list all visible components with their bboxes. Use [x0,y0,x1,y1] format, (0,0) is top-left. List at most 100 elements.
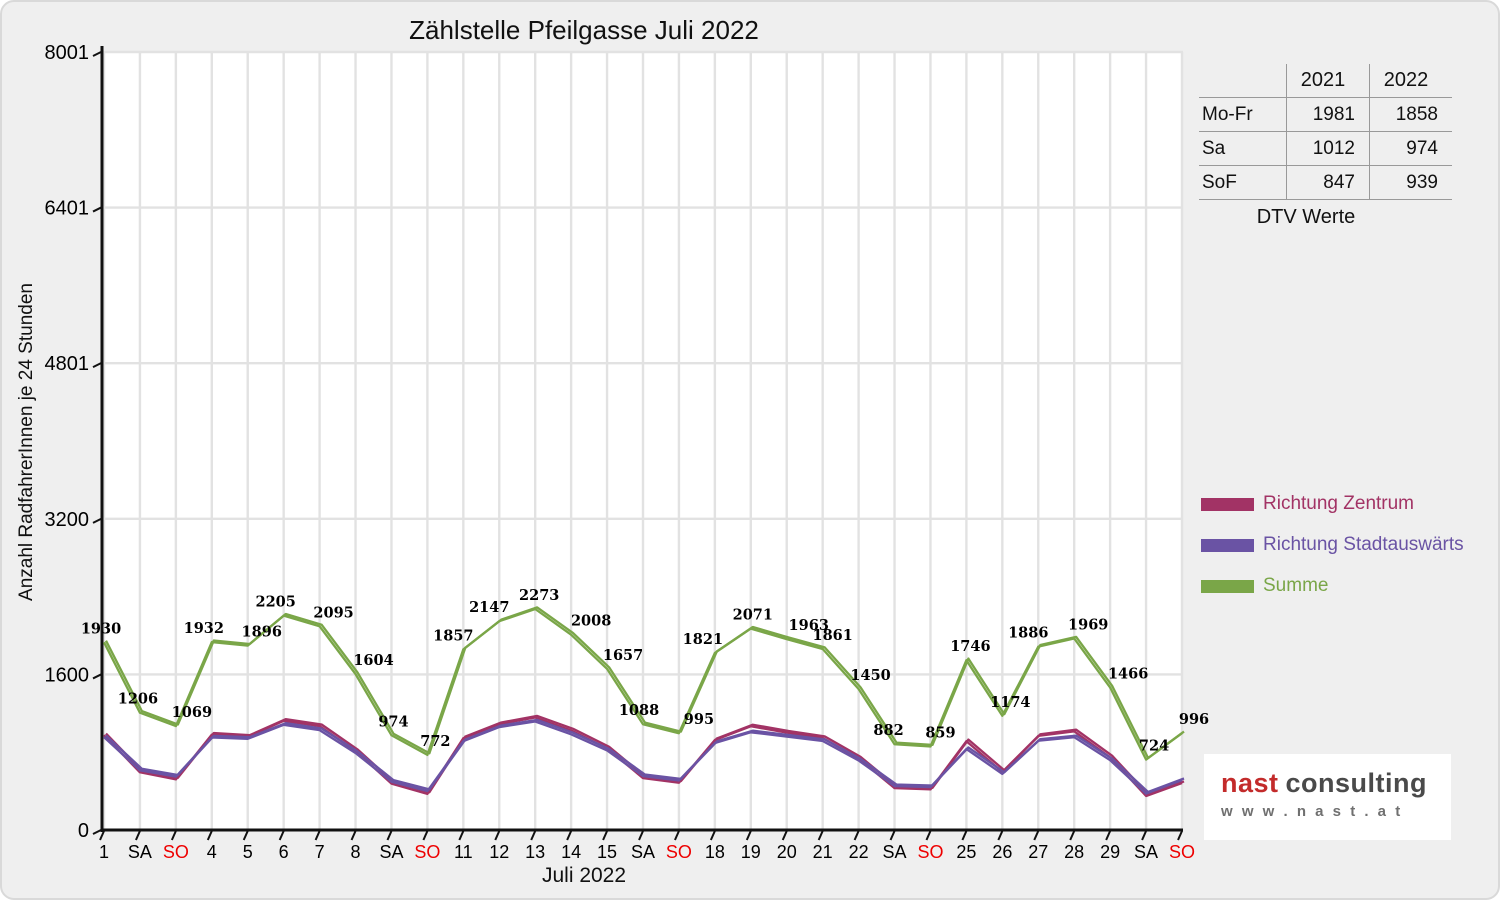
data-label: 996 [1179,711,1209,728]
row-label: Sa [1202,137,1226,159]
legend-swatch-stadtauswaerts [1201,538,1254,552]
x-tick-label: 26 [992,842,1012,862]
data-label: 1896 [242,624,282,641]
y-tick-label: 6401 [45,198,90,220]
data-label: 1069 [172,704,212,721]
data-label: 772 [420,733,450,750]
data-label: 1930 [81,620,121,637]
data-label: 1821 [683,631,723,648]
dtv-table-header-row: 2021 2022 [1199,64,1452,98]
dtv-table-col-2022: 2022 [1369,64,1452,98]
dtv-table: 2021 2022 Mo-Fr 1981 1858 Sa 1012 974 So… [1199,64,1452,200]
data-label: 1886 [1008,625,1048,642]
x-tick-label: 1 [99,842,109,862]
row-label: Mo-Fr [1202,103,1253,125]
legend-item-stadtauswaerts: Richtung Stadtauswärts [1201,534,1464,555]
row-label: SoF [1202,171,1237,193]
nast-logo-wordmark: nast consulting [1221,769,1451,797]
cell-value: 1858 [1369,97,1452,132]
data-label: 1857 [433,627,473,644]
legend-label-summe: Summe [1263,575,1329,596]
data-label: 1932 [184,620,224,637]
x-tick-label: 19 [741,842,761,862]
x-tick-label: 21 [813,842,833,862]
data-label: 1861 [812,627,852,644]
x-tick-label: 8 [351,842,361,862]
table-row: SoF 847 939 [1199,165,1452,200]
y-tick-label: 3200 [45,509,90,531]
x-tick-label: 29 [1100,842,1120,862]
data-label: 1206 [118,691,158,708]
data-label: 995 [684,711,714,728]
y-tick-label: 0 [78,820,89,842]
y-tick-label: 4801 [45,353,90,375]
x-tick-label: 20 [777,842,797,862]
x-tick-label: 28 [1064,842,1084,862]
cell-value: 974 [1369,131,1452,166]
data-label: 2008 [571,613,611,630]
x-tick-label: SO [917,842,943,862]
x-tick-label: SO [163,842,189,862]
legend-label-stadtauswaerts: Richtung Stadtauswärts [1263,534,1464,555]
x-tick-label: 12 [489,842,509,862]
x-tick-label: 22 [849,842,869,862]
data-label: 2147 [469,599,509,616]
table-row: Mo-Fr 1981 1858 [1199,97,1452,132]
chart-title: Zählstelle Pfeilgasse Juli 2022 [409,15,759,45]
data-label: 1088 [619,702,659,719]
x-tick-label: 7 [315,842,325,862]
x-tick-label: SO [666,842,692,862]
logo-url-text: w w w . n a s t . a t [1221,803,1403,820]
x-tick-label: 15 [597,842,617,862]
logo-brand-red: nast [1221,768,1279,798]
x-tick-label: SO [414,842,440,862]
cell-value: 1981 [1286,97,1370,132]
x-tick-label: 11 [454,842,473,862]
data-label: 1963 [789,617,829,634]
x-tick-label: 13 [525,842,545,862]
cell-value: 939 [1369,165,1452,200]
gridlines [102,50,1184,830]
data-label: 2205 [255,594,295,611]
data-label: 859 [925,724,955,741]
x-tick-label: 27 [1028,842,1048,862]
x-axis-title: Juli 2022 [541,864,627,887]
data-label: 1746 [950,638,990,655]
table-row: Sa 1012 974 [1199,131,1452,166]
legend-label-zentrum: Richtung Zentrum [1263,493,1415,514]
legend-swatch-zentrum [1201,497,1254,511]
logo-brand-dark: consulting [1285,768,1428,798]
x-tick-label: 4 [207,842,217,862]
nast-logo: nast consulting w w w . n a s t . a t [1204,754,1451,840]
legend-item-zentrum: Richtung Zentrum [1201,493,1464,514]
data-label: 1969 [1068,617,1108,634]
data-label: 2095 [313,604,353,621]
data-label: 1174 [990,694,1030,711]
cell-value: 1012 [1286,131,1370,166]
data-label: 974 [378,713,408,730]
data-label: 1657 [603,647,643,664]
data-label: 2071 [733,607,773,624]
x-tick-label: SA [631,842,655,862]
legend-item-summe: Summe [1201,575,1464,596]
x-tick-label: 14 [561,842,581,862]
x-tick-label: SA [128,842,152,862]
data-label: 1604 [353,652,393,669]
y-tick-label: 1600 [45,664,90,686]
x-tick-label: 25 [956,842,976,862]
legend: Richtung Zentrum Richtung Stadtauswärts … [1201,493,1464,620]
cell-value: 847 [1286,165,1370,200]
x-tick-label: SA [379,842,403,862]
data-label: 882 [873,722,903,739]
series-line [102,606,1185,761]
data-label: 1466 [1108,665,1148,682]
data-label: 2273 [519,587,559,604]
dtv-table-corner-cell [1199,64,1287,98]
x-tick-label: SA [883,842,907,862]
axes: 0 1600 3200 4801 6401 8001 1 SA SO 4 5 6 7 8 SA SO 11 12 1… [45,42,1196,862]
data-label: 724 [1139,738,1169,755]
x-tick-label: SA [1134,842,1158,862]
data-label: 1450 [850,667,890,684]
